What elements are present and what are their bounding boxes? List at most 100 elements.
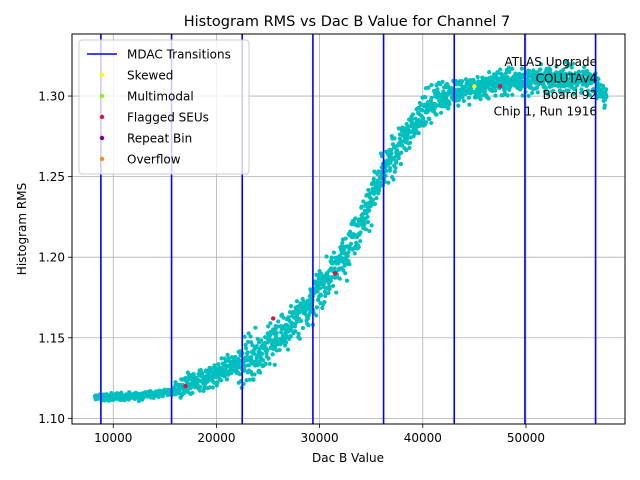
legend-label-repeat-bin: Repeat Bin bbox=[127, 132, 192, 146]
data-point bbox=[429, 82, 434, 88]
data-point bbox=[252, 372, 257, 377]
data-point bbox=[510, 92, 515, 97]
data-point bbox=[276, 319, 281, 324]
data-point bbox=[506, 65, 511, 70]
data-point bbox=[546, 92, 551, 97]
data-point bbox=[343, 236, 348, 241]
data-point bbox=[503, 71, 509, 76]
data-point bbox=[604, 94, 609, 100]
data-point bbox=[343, 271, 348, 276]
data-point bbox=[604, 87, 609, 92]
data-point bbox=[413, 116, 418, 121]
data-point bbox=[574, 83, 580, 88]
y-tick-label: 1.10 bbox=[38, 412, 65, 426]
data-point bbox=[534, 85, 540, 90]
data-point bbox=[268, 321, 273, 326]
data-point bbox=[478, 97, 483, 102]
data-point bbox=[266, 324, 271, 329]
data-point bbox=[439, 110, 444, 115]
data-point bbox=[296, 331, 301, 336]
data-point bbox=[493, 88, 498, 93]
data-point bbox=[259, 351, 265, 356]
data-point bbox=[362, 221, 367, 226]
data-point bbox=[459, 79, 465, 84]
data-point bbox=[274, 330, 279, 335]
data-point bbox=[404, 137, 410, 142]
y-axis-title: Histogram RMS bbox=[15, 183, 29, 275]
data-point bbox=[279, 330, 284, 335]
data-point bbox=[294, 299, 300, 304]
legend-swatch-multimodal bbox=[99, 93, 105, 99]
data-point bbox=[284, 333, 289, 338]
data-point bbox=[324, 254, 329, 259]
data-point bbox=[356, 245, 361, 250]
data-point bbox=[277, 347, 282, 353]
data-point bbox=[251, 377, 256, 382]
legend-label-skewed: Skewed bbox=[127, 69, 173, 83]
data-point bbox=[391, 177, 396, 182]
data-point bbox=[258, 370, 263, 375]
data-point bbox=[493, 93, 498, 98]
data-point bbox=[316, 276, 321, 281]
data-point bbox=[510, 66, 515, 71]
data-point bbox=[329, 255, 335, 260]
data-point bbox=[407, 145, 412, 150]
data-point bbox=[252, 351, 257, 356]
data-point bbox=[281, 315, 286, 320]
data-point bbox=[505, 93, 510, 98]
data-point bbox=[267, 361, 272, 366]
data-point bbox=[396, 155, 401, 161]
legend-swatch-repeat-bin bbox=[99, 135, 105, 141]
data-point bbox=[398, 161, 404, 167]
data-point bbox=[255, 336, 260, 341]
data-point bbox=[268, 333, 273, 338]
data-point bbox=[216, 362, 221, 367]
data-point bbox=[548, 67, 553, 72]
data-point bbox=[538, 67, 543, 72]
data-point bbox=[286, 315, 291, 320]
skewed-point bbox=[472, 84, 477, 89]
data-point bbox=[456, 103, 461, 108]
data-point bbox=[215, 380, 220, 385]
data-point bbox=[383, 173, 388, 178]
data-point bbox=[209, 366, 214, 371]
data-point bbox=[284, 340, 289, 345]
data-point bbox=[331, 250, 337, 255]
annotation-line: COLUTAv4 bbox=[536, 72, 597, 86]
data-point bbox=[314, 305, 320, 310]
annotation-line: Chip 1, Run 1916 bbox=[494, 105, 597, 119]
y-tick-label: 1.15 bbox=[38, 331, 65, 345]
data-point bbox=[266, 356, 271, 361]
data-point bbox=[341, 259, 346, 265]
data-point bbox=[456, 97, 462, 102]
data-point bbox=[429, 95, 434, 101]
data-point bbox=[585, 88, 591, 93]
data-point bbox=[513, 71, 518, 76]
data-point bbox=[224, 377, 230, 382]
data-point bbox=[242, 367, 247, 373]
data-point bbox=[579, 87, 584, 92]
data-point bbox=[225, 352, 230, 357]
data-point bbox=[328, 278, 333, 284]
data-point bbox=[378, 180, 383, 185]
data-point bbox=[367, 228, 372, 234]
chart-title: Histogram RMS vs Dac B Value for Channel… bbox=[184, 14, 511, 30]
data-point bbox=[300, 325, 306, 331]
data-point bbox=[344, 278, 350, 283]
data-point bbox=[358, 230, 363, 235]
data-point bbox=[203, 368, 209, 373]
data-point bbox=[265, 347, 270, 353]
data-point bbox=[520, 93, 525, 98]
data-point bbox=[264, 351, 269, 356]
data-point bbox=[410, 117, 415, 122]
data-point bbox=[568, 71, 574, 76]
data-point bbox=[358, 238, 363, 244]
data-point bbox=[229, 371, 234, 376]
data-point bbox=[247, 377, 252, 382]
data-point bbox=[461, 98, 466, 104]
data-point bbox=[560, 89, 566, 95]
data-point bbox=[337, 276, 342, 281]
data-point bbox=[244, 378, 249, 383]
data-point bbox=[602, 103, 607, 108]
